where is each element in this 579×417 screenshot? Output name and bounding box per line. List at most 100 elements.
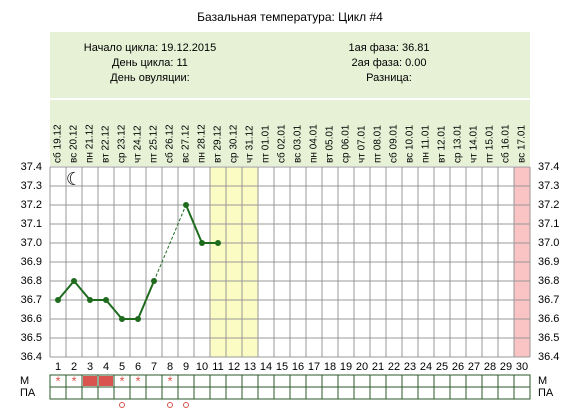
pa-circle [183,402,189,408]
date-label: ср 06.01 [341,124,352,163]
date-label: ср 13.01 [453,124,464,163]
date-label: чт 31.12 [245,125,256,163]
x-tick-label: 18 [324,361,336,373]
date-label: пт 01.01 [261,125,272,163]
line-segment [105,299,123,320]
y-tick-label: 36.9 [21,256,42,268]
m-star: * [119,373,124,388]
date-label: вс 20.12 [69,125,80,163]
m-label: М [20,375,29,387]
y-tick-label-right: 36.6 [538,313,559,325]
info-text: 1ая фаза: 36.81 [348,42,429,54]
date-label: вс 27.12 [181,125,192,163]
date-label: вс 03.01 [293,125,304,163]
pa-cell [257,386,275,400]
x-tick-label: 20 [356,361,368,373]
x-tick-label: 15 [276,361,288,373]
date-label: пт 15.01 [485,125,496,163]
x-tick-label: 3 [87,361,93,373]
y-tick-label-right: 36.7 [538,294,559,306]
m-star: * [55,373,60,388]
x-tick-label: 10 [196,361,208,373]
x-tick-label: 6 [135,361,141,373]
point [183,202,189,208]
pa-label: ПА [20,387,36,399]
point [215,240,221,246]
m-filled [99,376,113,386]
date-label: чт 24.12 [133,125,144,163]
m-cell [401,374,419,388]
m-star: * [167,373,172,388]
x-tick-label: 17 [308,361,320,373]
pa-cell [465,386,483,400]
y-tick-label: 37.1 [21,218,42,230]
y-tick-label-right: 37.3 [538,180,559,192]
chart-title: Базальная температура: Цикл #4 [197,10,383,24]
pa-cell [273,386,291,400]
y-tick-label: 37.0 [21,237,42,249]
y-tick-label: 36.4 [21,351,42,363]
date-label: чт 07.01 [357,125,368,163]
x-tick-label: 4 [103,361,109,373]
date-label: вс 17.01 [517,125,528,163]
y-tick-label-right: 36.5 [538,332,559,344]
date-label: сб 26.12 [164,124,176,163]
x-tick-label: 22 [388,361,400,373]
point [119,316,125,322]
y-tick-label-right: 37.4 [538,161,559,173]
date-label: сб 19.12 [52,124,64,163]
pa-cell [497,386,515,400]
pa-cell [449,386,467,400]
date-label: пн 11.01 [421,125,432,163]
x-tick-label: 16 [292,361,304,373]
y-tick-label-right: 37.0 [538,237,559,249]
y-tick-label: 37.4 [21,161,42,173]
pa-cell [433,386,451,400]
date-label: ср 30.12 [229,124,240,163]
pa-cell [145,386,163,400]
date-label: чт 14.01 [469,125,480,163]
pa-cell [353,386,371,400]
dashed-connector [153,204,187,282]
m-cell [385,374,403,388]
x-tick-label: 24 [420,361,432,373]
m-cell [145,374,163,388]
date-label: вт 29.12 [213,125,224,163]
x-tick-label: 29 [500,361,512,373]
pa-cell [129,386,147,400]
pa-cell [65,386,83,400]
m-cell [513,374,531,388]
m-cell [497,374,515,388]
date-label: вт 05.01 [325,125,336,163]
m-cell [225,374,243,388]
y-tick-label: 36.6 [21,313,42,325]
m-cell [305,374,323,388]
m-cell [465,374,483,388]
pa-label-right: ПА [538,387,554,399]
m-label-right: М [538,375,547,387]
x-tick-label: 8 [167,361,173,373]
x-tick-label: 21 [372,361,384,373]
date-label: сб 16.01 [500,124,512,163]
pa-cell [417,386,435,400]
pa-cell [401,386,419,400]
y-tick-label: 37.2 [21,199,42,211]
point [71,278,77,284]
y-tick-label: 37.3 [21,180,42,192]
pa-cell [193,386,211,400]
x-tick-label: 9 [183,361,189,373]
pa-cell [81,386,99,400]
x-tick-label: 7 [151,361,157,373]
pa-cell [321,386,339,400]
m-cell [337,374,355,388]
x-tick-label: 5 [119,361,125,373]
date-label: пн 28.12 [197,124,208,163]
pa-cell [177,386,195,400]
info-text: Разница: [366,72,412,84]
m-cell [417,374,435,388]
m-filled [83,376,97,386]
pa-cell [385,386,403,400]
pa-cell [113,386,131,400]
info-text: День овуляции: [110,72,189,84]
